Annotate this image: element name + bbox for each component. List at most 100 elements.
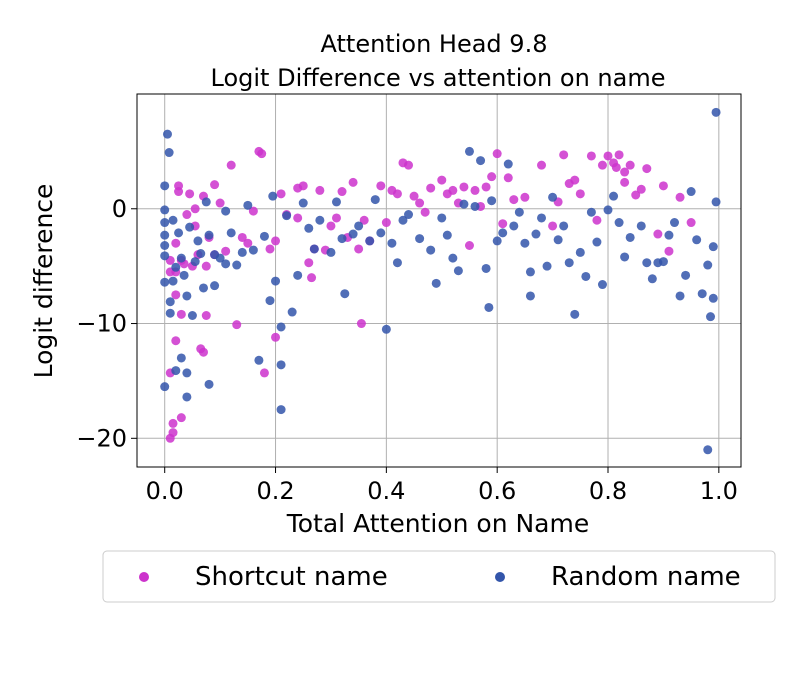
data-point-random-name — [686, 187, 696, 197]
data-point-shortcut-name — [409, 191, 419, 201]
data-point-shortcut-name — [176, 309, 186, 319]
data-points — [160, 107, 721, 455]
data-point-shortcut-name — [487, 172, 497, 182]
data-point-random-name — [658, 257, 668, 267]
data-point-random-name — [160, 218, 170, 228]
legend-marker-random-name — [495, 572, 505, 582]
x-axis-label: Total Attention on Name — [286, 509, 590, 538]
data-point-random-name — [703, 445, 713, 455]
data-point-random-name — [168, 215, 178, 225]
data-point-shortcut-name — [392, 189, 402, 199]
data-point-random-name — [426, 245, 436, 255]
data-point-shortcut-name — [304, 258, 314, 268]
data-point-shortcut-name — [190, 204, 200, 214]
data-point-random-name — [174, 228, 184, 238]
data-point-shortcut-name — [248, 206, 258, 216]
data-point-random-name — [570, 309, 580, 319]
data-point-shortcut-name — [182, 210, 192, 220]
data-point-random-name — [692, 235, 702, 245]
data-point-random-name — [597, 280, 607, 290]
data-point-random-name — [182, 392, 192, 402]
data-point-shortcut-name — [174, 181, 184, 191]
data-point-random-name — [204, 230, 214, 240]
data-point-random-name — [171, 366, 181, 376]
data-point-shortcut-name — [265, 244, 275, 254]
x-tick-label: 1.0 — [700, 477, 738, 505]
data-point-random-name — [453, 266, 463, 276]
data-point-shortcut-name — [620, 177, 630, 187]
data-point-shortcut-name — [226, 160, 236, 170]
data-point-shortcut-name — [611, 162, 621, 172]
data-point-random-name — [354, 221, 364, 231]
data-point-random-name — [326, 247, 336, 257]
data-point-shortcut-name — [337, 187, 347, 197]
data-point-shortcut-name — [420, 207, 430, 217]
y-tick-label: −10 — [76, 310, 127, 338]
data-point-random-name — [365, 236, 375, 246]
data-point-shortcut-name — [548, 221, 558, 231]
data-point-shortcut-name — [586, 151, 596, 161]
data-point-random-name — [160, 382, 170, 392]
data-point-random-name — [165, 308, 175, 318]
data-point-random-name — [415, 234, 425, 244]
data-point-shortcut-name — [221, 246, 231, 256]
chart-title-line-1: Attention Head 9.8 — [321, 30, 548, 58]
data-point-random-name — [476, 156, 486, 166]
data-point-shortcut-name — [437, 175, 447, 185]
data-point-shortcut-name — [168, 418, 178, 428]
data-point-random-name — [614, 218, 624, 228]
data-point-random-name — [276, 322, 286, 332]
legend-label-random-name: Random name — [551, 562, 741, 592]
data-point-random-name — [442, 230, 452, 240]
data-point-random-name — [221, 259, 231, 269]
data-point-shortcut-name — [201, 261, 211, 271]
data-point-random-name — [237, 247, 247, 257]
data-point-random-name — [196, 249, 206, 259]
data-point-shortcut-name — [658, 181, 668, 191]
data-point-random-name — [185, 222, 195, 232]
data-point-random-name — [309, 244, 319, 254]
data-point-random-name — [198, 283, 208, 293]
data-point-random-name — [337, 234, 347, 244]
data-point-random-name — [370, 195, 380, 205]
data-point-shortcut-name — [614, 150, 624, 160]
data-point-random-name — [708, 293, 718, 303]
chart-title-line-2: Logit Difference vs attention on name — [211, 64, 666, 92]
data-point-shortcut-name — [492, 149, 502, 159]
data-point-shortcut-name — [597, 160, 607, 170]
data-point-random-name — [559, 221, 569, 231]
data-point-random-name — [392, 258, 402, 268]
data-point-random-name — [232, 260, 242, 270]
data-point-shortcut-name — [326, 221, 336, 231]
data-point-random-name — [503, 159, 513, 169]
data-point-shortcut-name — [348, 177, 358, 187]
data-point-random-name — [190, 257, 200, 267]
chart-title: Attention Head 9.8 Logit Difference vs a… — [211, 30, 666, 92]
data-point-random-name — [664, 230, 674, 240]
data-point-shortcut-name — [636, 184, 646, 194]
data-point-random-name — [575, 247, 585, 257]
data-point-random-name — [564, 258, 574, 268]
data-point-random-name — [381, 324, 391, 334]
data-point-random-name — [531, 229, 541, 239]
data-point-shortcut-name — [315, 185, 325, 195]
y-tick-label: 0 — [112, 195, 127, 223]
data-point-random-name — [168, 276, 178, 286]
x-tick-label: 0.0 — [146, 477, 184, 505]
data-point-shortcut-name — [356, 319, 366, 329]
grid-lines — [137, 94, 741, 467]
data-point-random-name — [431, 278, 441, 288]
data-point-random-name — [187, 311, 197, 321]
data-point-random-name — [201, 197, 211, 207]
data-point-random-name — [681, 270, 691, 280]
data-point-shortcut-name — [271, 332, 281, 342]
data-point-shortcut-name — [603, 151, 613, 161]
data-point-random-name — [675, 291, 685, 301]
data-point-random-name — [520, 238, 530, 248]
data-point-random-name — [293, 270, 303, 280]
x-tick-label: 0.8 — [589, 477, 627, 505]
data-point-shortcut-name — [448, 185, 458, 195]
data-point-random-name — [553, 235, 563, 245]
data-point-shortcut-name — [276, 189, 286, 199]
data-point-shortcut-name — [185, 189, 195, 199]
